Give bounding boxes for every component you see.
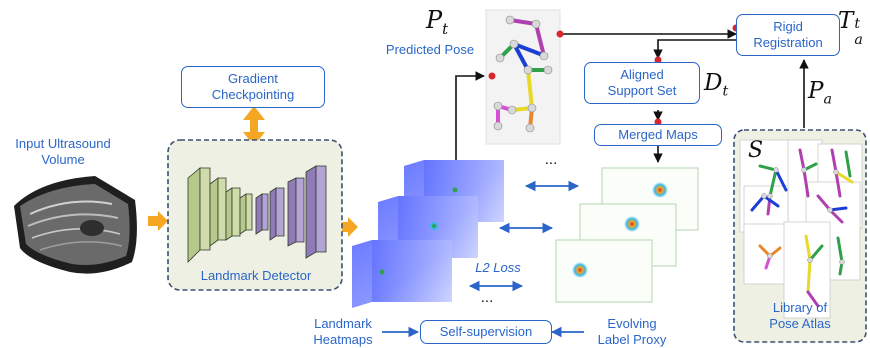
atlas-library-symbol: S: [748, 138, 764, 163]
self-supervision-box: Self-supervision: [420, 320, 552, 344]
heatmap-volumes: [352, 160, 504, 308]
orange-double-arrow: [243, 106, 265, 146]
atlas-pose-symbol: Pa: [808, 78, 832, 108]
gradient-checkpointing-box: Gradient Checkpointing: [181, 66, 325, 108]
blue-double-arrows: [468, 180, 580, 292]
ultrasound-volume-image: [14, 176, 137, 274]
orange-arrow-input: [148, 211, 168, 231]
cnn-layers: [187, 165, 327, 263]
aligned-support-set-symbol: Dt: [704, 70, 729, 100]
pose-atlas-joints: [761, 167, 845, 265]
atlas-library-label: Library of Pose Atlas: [769, 300, 831, 331]
rigid-registration-box: Rigid Registration: [736, 14, 840, 56]
label-proxy-blobs: [572, 182, 668, 278]
evolving-label-proxy-label: Evolving Label Proxy: [597, 316, 667, 347]
flow-arrows: [455, 29, 809, 163]
input-volume-label: Input Ultrasound Volume: [15, 136, 111, 167]
label-proxy-volumes: [555, 167, 699, 303]
predicted-pose-symbol: Pt: [426, 6, 449, 38]
ellipsis-bottom: ...: [480, 289, 494, 306]
landmark-detector-label: Landmark Detector: [200, 268, 312, 283]
landmark-detector-panel: [167, 139, 343, 291]
landmark-heatmaps-label: Landmark Heatmaps: [313, 316, 373, 347]
ellipsis-top: ...: [544, 151, 558, 168]
pose-atlas-cards: [739, 139, 863, 319]
l2-loss-label: L2 Loss: [475, 260, 521, 275]
predicted-pose-joints: [493, 15, 553, 133]
predicted-pose-label: Predicted Pose: [385, 42, 475, 57]
merged-maps-box: Merged Maps: [594, 124, 722, 146]
aligned-support-set-box: Aligned Support Set: [584, 62, 700, 104]
